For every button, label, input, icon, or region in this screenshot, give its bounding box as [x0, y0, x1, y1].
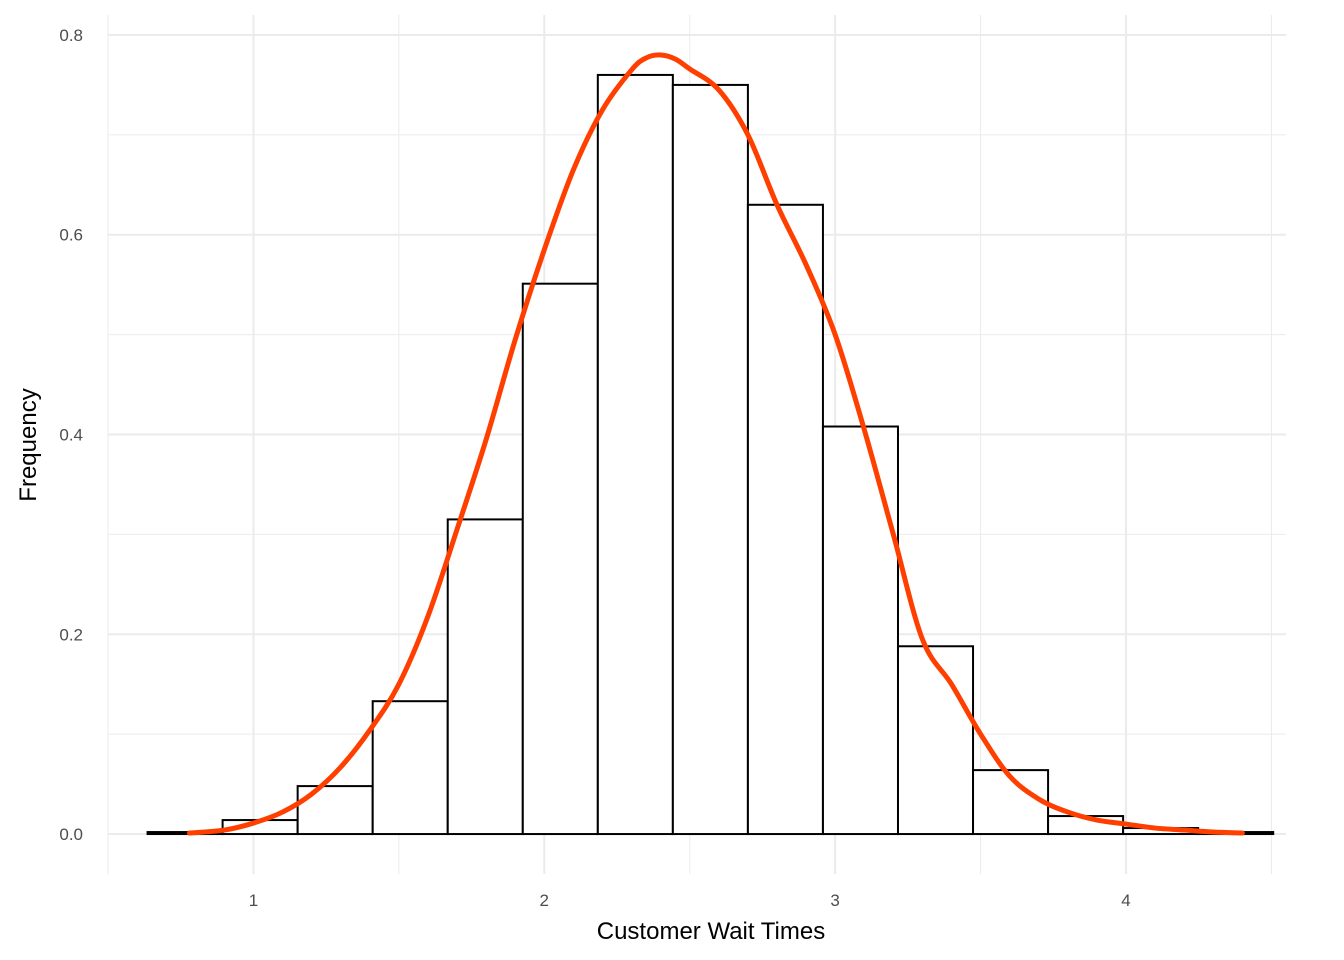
y-axis-tick-labels: 0.0 0.2 0.4 0.6 0.8: [59, 26, 83, 844]
x-axis-tick-labels: 1 2 3 4: [249, 891, 1131, 910]
x-axis-title: Customer Wait Times: [597, 918, 825, 945]
histogram-bars: [146, 73, 1275, 836]
x-tick-label: 4: [1121, 891, 1130, 910]
x-tick-label: 1: [249, 891, 258, 910]
histogram-bar: [596, 73, 674, 836]
x-tick-label: 3: [830, 891, 839, 910]
y-axis-title: Frequency: [15, 388, 42, 501]
histogram-bar: [821, 425, 899, 836]
y-tick-label: 0.4: [59, 426, 83, 445]
histogram-bar: [521, 282, 599, 836]
density-curve: [186, 52, 1245, 836]
y-tick-label: 0.8: [59, 26, 83, 45]
histogram-bar: [446, 518, 524, 836]
y-tick-label: 0.6: [59, 226, 83, 245]
histogram-bar: [371, 700, 449, 836]
y-tick-label: 0.2: [59, 625, 83, 644]
x-tick-label: 2: [540, 891, 549, 910]
y-tick-label: 0.0: [59, 825, 83, 844]
histogram-bar: [746, 203, 824, 836]
histogram-bar: [896, 645, 975, 836]
histogram-bar: [671, 83, 749, 836]
